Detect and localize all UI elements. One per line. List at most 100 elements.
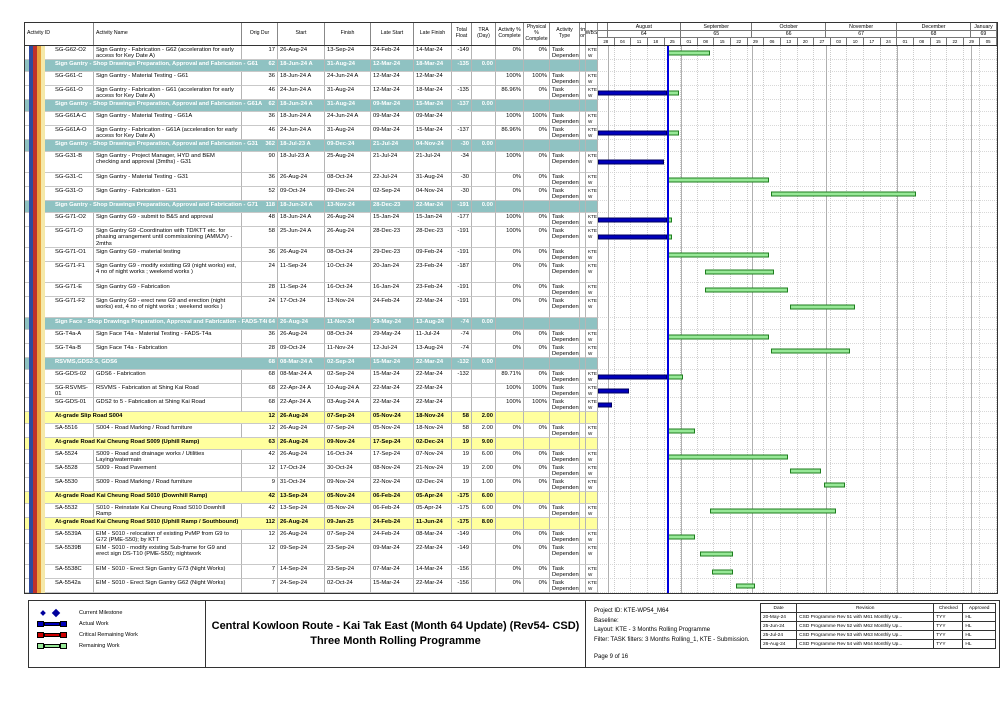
cell-name: EIM - S010 - relocation of existing PvMP… — [94, 530, 242, 544]
cell-dur: 12 — [242, 464, 278, 478]
table-row: SG-G31-O Sign Gantry - Fabrication - G31 5… — [25, 187, 997, 201]
band-cell-ls: 05-Nov-24 — [371, 412, 414, 424]
band-cell-tra: 8.00 — [472, 518, 496, 530]
cell-prime — [580, 464, 586, 478]
cell-ls: 02-Sep-24 — [371, 187, 414, 201]
band-cell-pp — [524, 318, 550, 330]
cell-start: 11-Sep-24 — [278, 283, 325, 297]
cell-tf: -191 — [452, 297, 472, 318]
band-cell-tf: 58 — [452, 412, 472, 424]
cell-start: 24-Jun-24 A — [278, 86, 325, 100]
band-cell-ls: 21-Jul-24 — [371, 140, 414, 152]
cell-pp: 0% — [524, 283, 550, 297]
cell-tra — [472, 330, 496, 344]
cell-pp: 0% — [524, 227, 550, 248]
gantt-body: SG-G62-O2 Sign Gantry - Fabrication - G62… — [25, 46, 997, 593]
gantt-lane — [598, 283, 997, 297]
cell-tf: -30 — [452, 173, 472, 187]
cell-type: Task Dependent — [550, 450, 580, 464]
cell-dur: 68 — [242, 398, 278, 412]
band-cell-ls: 06-Feb-24 — [371, 492, 414, 504]
week-gridline — [698, 46, 715, 593]
band-cell-lf: 18-Mar-24 — [414, 60, 452, 72]
band-cell-dur: 63 — [242, 438, 278, 450]
cell-pp: 0% — [524, 262, 550, 283]
cell-dur: 42 — [242, 504, 278, 518]
cell-dur: 17 — [242, 46, 278, 60]
cell-tra — [472, 227, 496, 248]
cell-tf: -191 — [452, 227, 472, 248]
cell-wbs: KTE-W — [586, 370, 598, 384]
band-row: At-grade Road Kai Cheung Road S010 (Uphi… — [25, 518, 997, 530]
band-cell-pp — [524, 201, 550, 213]
week-start-label: 28 — [598, 38, 615, 45]
cell-lf: 15-Jan-24 — [414, 213, 452, 227]
cell-start: 26-Aug-24 — [278, 450, 325, 464]
report-title: Central Kowloon Route - Kai Tak East (Mo… — [211, 620, 580, 632]
cell-pp: 0% — [524, 424, 550, 438]
gantt-lane — [598, 565, 997, 579]
band-cell-lf: 22-Mar-24 — [414, 358, 452, 370]
table-row: SG-GDS-01 GDS2 to 5 - Fabrication at Shin… — [25, 398, 997, 412]
remaining-work-bar — [700, 551, 734, 557]
gantt-lane — [598, 504, 997, 518]
cell-pp: 0% — [524, 478, 550, 492]
band-cell-tf: 19 — [452, 438, 472, 450]
cell-prime — [580, 283, 586, 297]
cell-prime — [580, 213, 586, 227]
week-start-label: 10 — [847, 38, 864, 45]
band-cell-finish: 31-Aug-24 — [325, 100, 371, 112]
cell-wbs: KTE-W — [586, 187, 598, 201]
gantt-lane — [598, 579, 997, 593]
cell-finish: 07-Sep-24 — [325, 530, 371, 544]
cell-start: 09-Sep-24 — [278, 544, 325, 565]
band-cell-tf: -30 — [452, 140, 472, 152]
project-info-lines: Project ID: KTE-WP54_M64 Baseline: Layou… — [594, 607, 750, 645]
table-row: SG-G61A-C Sign Gantry - Material Testing … — [25, 112, 997, 126]
band-cell-prime — [580, 492, 586, 504]
cell-pp: 100% — [524, 398, 550, 412]
band-title-cell: RSVMS,GDS2-5, GDS6 — [25, 358, 242, 370]
gantt-lane — [598, 318, 997, 330]
cell-ls: 24-Feb-24 — [371, 297, 414, 318]
revision-cell: HL — [962, 639, 996, 649]
gantt-lane — [598, 544, 997, 565]
cell-tra — [472, 187, 496, 201]
band-cell-tf: -175 — [452, 518, 472, 530]
cell-start: 26-Aug-24 — [278, 424, 325, 438]
cell-lf: 21-Jul-24 — [414, 152, 452, 173]
cell-dur: 42 — [242, 450, 278, 464]
cell-start: 18-Jun-24 A — [278, 112, 325, 126]
cell-ls: 22-Mar-24 — [371, 398, 414, 412]
table-row: SG-G31-B Sign Gantry - Project Manager, H… — [25, 152, 997, 173]
cell-tf: -137 — [452, 126, 472, 140]
cell-dur: 36 — [242, 330, 278, 344]
week-gridline — [631, 46, 648, 593]
cell-pp: 0% — [524, 126, 550, 140]
cell-name: Sign Gantry G9 - erect new G9 and erecti… — [94, 297, 242, 318]
band-cell-tra: 0.00 — [472, 358, 496, 370]
legend-critical-icon — [37, 631, 79, 638]
cell-ap: 0% — [496, 283, 524, 297]
actual-work-bar — [598, 388, 629, 393]
band-cell-finish: 09-Jan-25 — [325, 518, 371, 530]
week-start-label: 15 — [930, 38, 948, 45]
week-gridline — [781, 46, 798, 593]
cell-dur: 36 — [242, 112, 278, 126]
cell-wbs: KTE-W — [586, 464, 598, 478]
band-cell-tf: -191 — [452, 201, 472, 213]
cell-tf: 58 — [452, 424, 472, 438]
cell-ls: 22-Mar-24 — [371, 384, 414, 398]
cell-dur: 7 — [242, 579, 278, 593]
revision-row: 26-Aug-24 CSD Programme Rev 54 with M64 M… — [759, 639, 996, 649]
cell-wbs: KTE-W — [586, 248, 598, 262]
cell-lf: 09-Mar-24 — [414, 112, 452, 126]
cell-start: 26-Aug-24 — [278, 46, 325, 60]
column-header-tf: Total Float — [452, 23, 472, 45]
project-info-box: Project ID: KTE-WP54_M64 Baseline: Layou… — [586, 601, 999, 667]
cell-name: S004 - Road Marking / Road furniture — [94, 424, 242, 438]
table-row: SA-5524 S009 - Road and drainage works / … — [25, 450, 997, 464]
band-cell-tf: -135 — [452, 60, 472, 72]
gantt-lane — [598, 384, 997, 398]
